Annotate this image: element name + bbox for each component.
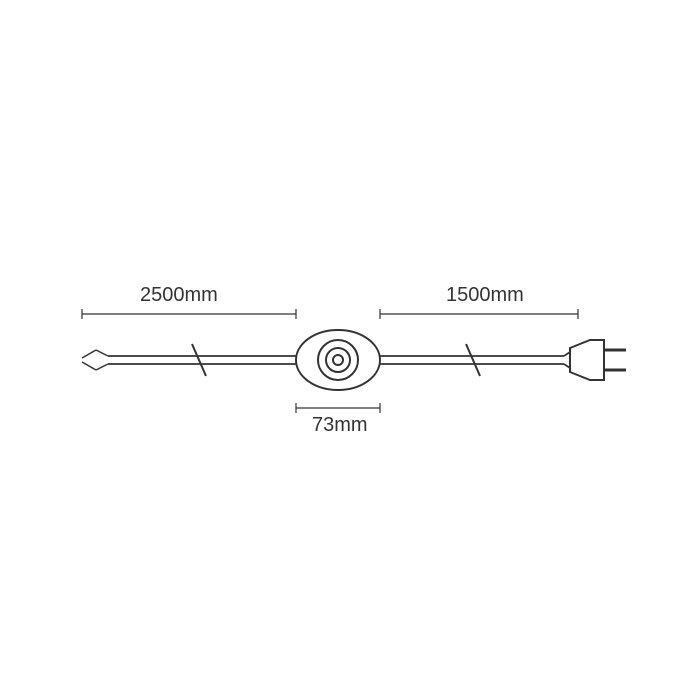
right-cable-dimension-label: 1500mm — [446, 284, 524, 307]
technical-diagram: 2500mm 1500mm 73mm — [0, 0, 700, 700]
diagram-svg — [0, 0, 700, 700]
inline-switch — [296, 330, 380, 390]
left-cable — [82, 344, 296, 376]
bottom-dimension-line — [296, 403, 380, 413]
top-dimension-lines — [82, 309, 578, 319]
switch-width-dimension-label: 73mm — [312, 414, 368, 437]
right-cable — [380, 344, 564, 376]
left-cable-dimension-label: 2500mm — [140, 284, 218, 307]
plug — [564, 340, 626, 380]
